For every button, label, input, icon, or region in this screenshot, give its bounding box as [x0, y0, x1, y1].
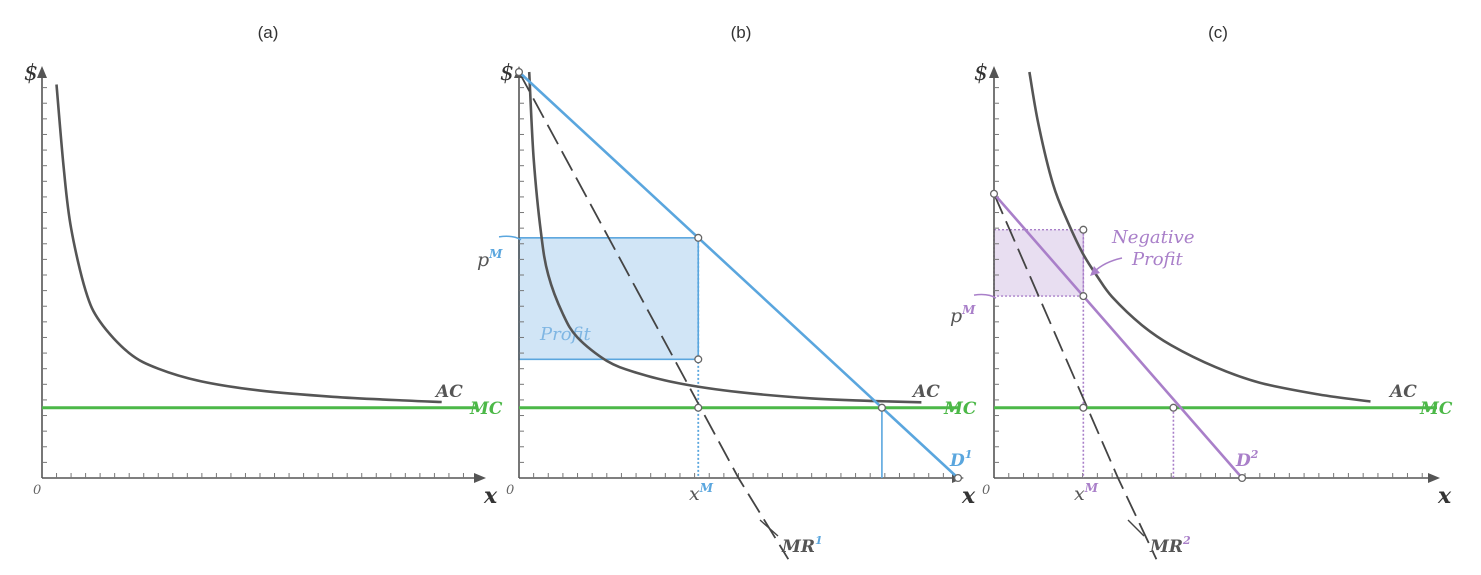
panel-b-profit-label: Profit	[539, 324, 592, 345]
point-marker	[514, 67, 524, 77]
panel-c-negative-profit-label-line2: Profit	[1131, 249, 1184, 270]
panel-a-y-arrow-icon	[37, 66, 47, 78]
panel-b-point-markers	[514, 67, 963, 483]
panel-c-origin-label: 0	[982, 483, 990, 498]
price-pointer	[973, 293, 997, 299]
panel-b-x-axis-label: x	[961, 483, 976, 509]
point-marker	[694, 355, 703, 364]
panel-c-point-markers	[989, 189, 1247, 483]
point-marker	[1079, 403, 1088, 412]
panel-a: (a) $ x 0 AC MC	[24, 23, 503, 509]
panel-c-negative-profit-arrow	[1093, 257, 1123, 273]
panel-b-quantity-label: xM	[689, 481, 714, 505]
panel-c-y-axis-label: $	[974, 61, 988, 86]
point-marker	[1169, 403, 1178, 412]
panel-c-mc-label: MC	[1419, 399, 1453, 419]
panel-c-demand-line	[993, 192, 1244, 479]
panel-a-ac-curve	[55, 84, 442, 404]
price-pointer	[498, 235, 522, 241]
panel-b-mr-line	[518, 71, 790, 560]
panel-c-loss-region	[993, 229, 1085, 297]
panel-c-mr-leader	[1127, 519, 1145, 537]
point-marker	[989, 189, 999, 198]
panel-c-y-arrow-icon	[989, 66, 999, 78]
panel-a-ac-label: AC	[434, 382, 463, 402]
panel-b-mr-label: MR1	[781, 534, 823, 557]
panel-c-price-label: pM	[950, 303, 976, 327]
panel-a-x-axis-label: x	[483, 483, 498, 509]
point-marker	[1079, 292, 1088, 301]
panel-c-demand-label: D2	[1235, 448, 1259, 471]
point-marker	[1079, 225, 1088, 234]
panel-c-ac-label: AC	[1388, 382, 1417, 402]
panel-a-label: (a)	[258, 23, 279, 42]
panel-c: (c) $ x 0 Negative Profit pM xM AC MC D2…	[950, 23, 1453, 560]
panel-b-ac-curve	[527, 71, 922, 404]
panel-a-y-axis-label: $	[24, 61, 38, 86]
panel-c-mr-line	[993, 193, 1158, 560]
panel-c-negative-profit-arrowhead-icon	[1090, 266, 1100, 276]
panel-c-x-axis-label: x	[1437, 483, 1452, 509]
panel-a-mc-label: MC	[469, 399, 503, 419]
panel-b-y-axis-label: $	[500, 61, 514, 86]
point-marker	[1238, 473, 1247, 483]
panel-b-mc-label: MC	[943, 399, 977, 419]
panel-b-demand-label: D1	[949, 448, 972, 471]
panel-c-label: (c)	[1208, 23, 1228, 42]
panel-b-y-ticks	[519, 87, 524, 463]
panel-c-quantity-label: xM	[1074, 481, 1099, 505]
panel-a-x-arrow-icon	[474, 473, 486, 483]
panel-b-label: (b)	[731, 23, 752, 42]
panel-c-x-arrow-icon	[1428, 473, 1440, 483]
panel-b: (b) $ x 0 Profit pM xM AC MC D1 MR1	[477, 23, 977, 560]
panel-c-negative-profit-label-line1: Negative	[1111, 227, 1194, 248]
panel-c-ac-curve	[1028, 71, 1371, 403]
point-marker	[953, 473, 963, 483]
point-marker	[877, 403, 886, 412]
panel-b-mr-leader	[759, 519, 779, 537]
panel-b-origin-label: 0	[506, 483, 514, 498]
panel-c-mr-label: MR2	[1149, 534, 1191, 557]
point-marker	[694, 233, 703, 242]
panel-b-price-label: pM	[477, 247, 503, 271]
point-marker	[694, 403, 703, 412]
panel-a-y-ticks	[42, 87, 47, 463]
panel-a-x-ticks	[56, 473, 464, 478]
panel-b-ac-label: AC	[911, 382, 940, 402]
panel-a-origin-label: 0	[33, 483, 41, 498]
